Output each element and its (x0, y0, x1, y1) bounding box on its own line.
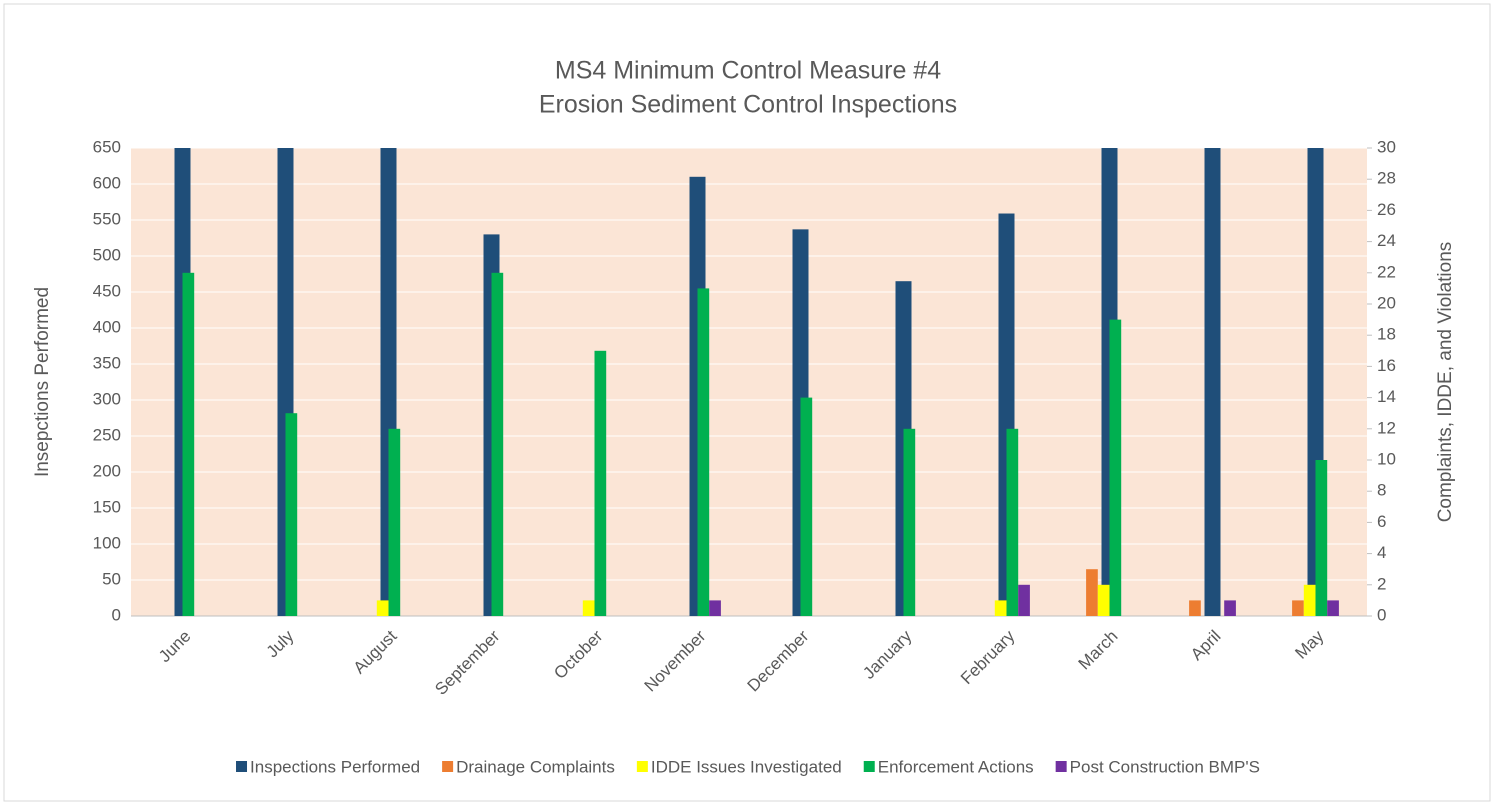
y-tick-label: 250 (93, 425, 121, 444)
chart-title: Erosion Sediment Control Inspections (539, 91, 957, 119)
legend-label: Enforcement Actions (878, 757, 1034, 776)
bar (582, 600, 595, 616)
y2-tick-label: 12 (1377, 418, 1396, 437)
bar (994, 600, 1007, 616)
y2-tick-label: 2 (1377, 574, 1386, 593)
y-tick-label: 200 (93, 461, 121, 480)
y-tick-label: 150 (93, 497, 121, 516)
bar (182, 272, 195, 616)
legend-swatch (236, 761, 248, 772)
y-axis-title: Insepctions Performed (32, 287, 53, 477)
bar (1224, 600, 1236, 616)
bar (709, 600, 721, 616)
y2-tick-label: 16 (1377, 356, 1396, 375)
y2-tick-label: 10 (1377, 449, 1396, 468)
y-tick-label: 600 (93, 173, 121, 192)
bar (1303, 584, 1316, 616)
legend-swatch (1055, 761, 1067, 772)
y2-tick-label: 20 (1377, 293, 1396, 312)
y-tick-label: 500 (93, 245, 121, 264)
bar (388, 428, 401, 616)
bar (1086, 569, 1098, 616)
bar (491, 272, 504, 616)
bar (1327, 600, 1339, 616)
bar (376, 600, 389, 616)
y2-tick-label: 18 (1377, 325, 1396, 344)
legend-swatch (442, 761, 454, 772)
y2-tick-label: 22 (1377, 262, 1396, 281)
bar (1292, 600, 1304, 616)
y-tick-label: 350 (93, 353, 121, 372)
bar (697, 288, 710, 616)
y2-tick-label: 26 (1377, 200, 1396, 219)
y-tick-label: 550 (93, 209, 121, 228)
bar (1204, 148, 1221, 616)
bar (800, 397, 813, 616)
y2-tick-label: 6 (1377, 512, 1386, 531)
y2-axis-title: Complaints, IDDE, and Violations (1435, 242, 1456, 523)
y-tick-label: 300 (93, 389, 121, 408)
bar (1109, 319, 1122, 616)
bar (594, 350, 607, 616)
bar (285, 413, 298, 616)
legend-label: Inspections Performed (250, 757, 420, 776)
y-tick-label: 100 (93, 533, 121, 552)
legend-label: Drainage Complaints (456, 757, 615, 776)
bar (1097, 584, 1110, 616)
legend-label: Post Construction BMP'S (1070, 757, 1260, 776)
y2-tick-label: 30 (1377, 137, 1396, 156)
y-tick-label: 0 (112, 605, 121, 624)
bar (1018, 584, 1030, 616)
y2-tick-label: 0 (1377, 605, 1386, 624)
bar (1006, 428, 1019, 616)
legend-swatch (636, 761, 648, 772)
y-tick-label: 450 (93, 281, 121, 300)
y2-tick-label: 28 (1377, 169, 1396, 188)
chart-title: MS4 Minimum Control Measure #4 (555, 57, 941, 85)
plot-area (131, 148, 1367, 616)
y-tick-label: 400 (93, 317, 121, 336)
y-tick-label: 50 (102, 569, 121, 588)
bar (1315, 460, 1328, 616)
legend-label: IDDE Issues Investigated (651, 757, 842, 776)
bar (903, 428, 916, 616)
y2-tick-label: 14 (1377, 387, 1396, 406)
y-tick-label: 650 (93, 137, 121, 156)
legend-swatch (863, 761, 875, 772)
bar (1189, 600, 1201, 616)
y2-tick-label: 8 (1377, 481, 1386, 500)
y2-tick-label: 24 (1377, 231, 1396, 250)
y2-tick-label: 4 (1377, 543, 1386, 562)
